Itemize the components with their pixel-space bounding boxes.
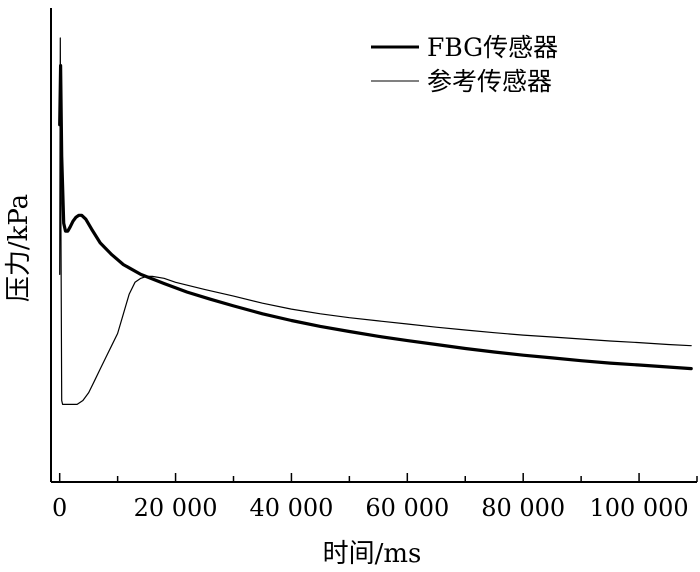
x-ticks: 0 20 000 40 000 60 000 80 000 100 000 bbox=[52, 473, 698, 522]
x-tick-label: 20 000 bbox=[134, 494, 218, 522]
series-line-reference bbox=[59, 37, 692, 405]
x-axis-title: 时间/ms bbox=[323, 539, 422, 569]
legend-label-fbg: FBG传感器 bbox=[427, 33, 558, 62]
series-line-fbg bbox=[58, 63, 693, 371]
x-tick-label: 80 000 bbox=[481, 494, 565, 522]
legend-label-reference: 参考传感器 bbox=[427, 67, 552, 96]
y-axis-title: 压力/kPa bbox=[4, 194, 34, 302]
axes bbox=[50, 8, 697, 483]
x-tick-label: 0 bbox=[52, 494, 67, 522]
x-tick-label: 60 000 bbox=[365, 494, 449, 522]
legend: FBG传感器 参考传感器 bbox=[371, 33, 558, 96]
x-tick-label: 100 000 bbox=[589, 494, 688, 522]
series-layer bbox=[58, 37, 693, 405]
x-tick-label: 40 000 bbox=[249, 494, 333, 522]
